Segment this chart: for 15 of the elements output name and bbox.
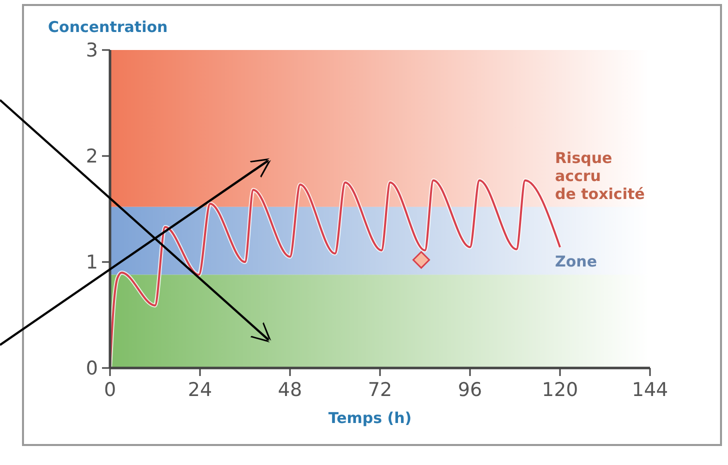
x-tick-label: 144 [632,379,668,401]
x-tick-label: 72 [368,379,392,401]
x-tick-label: 0 [104,379,116,401]
x-tick-label: 24 [188,379,212,401]
y-tick-label: 1 [86,252,98,274]
y-axis-title: Concentration [48,18,168,36]
x-axis-title: Temps (h) [328,409,412,427]
x-tick-label: 120 [542,379,578,401]
y-tick-label: 2 [86,146,98,168]
y-tick-label: 3 [86,40,98,62]
band-label: Risque accru de toxicité [555,148,645,203]
x-tick-label: 48 [278,379,302,401]
x-tick-label: 96 [458,379,482,401]
band-label: Zone [555,252,598,271]
y-tick-label: 0 [86,358,98,380]
